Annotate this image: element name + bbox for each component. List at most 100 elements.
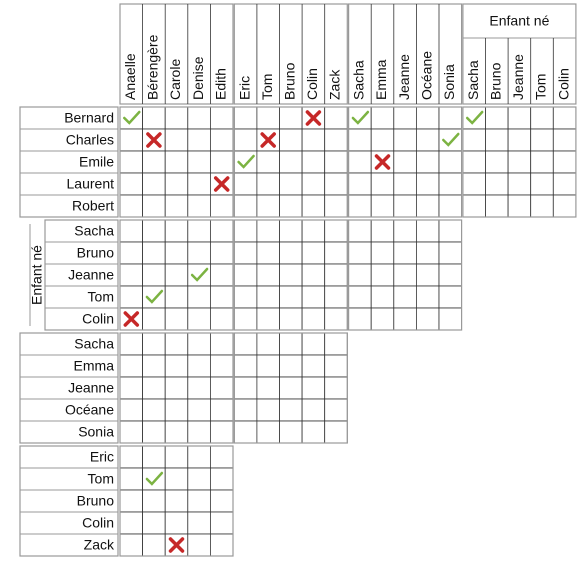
grid-cell[interactable] [438, 172, 463, 196]
grid-cell[interactable] [256, 241, 280, 265]
grid-cell[interactable] [370, 172, 395, 196]
grid-cell[interactable] [119, 376, 144, 400]
grid-cell[interactable] [393, 128, 417, 152]
grid-cell[interactable] [209, 150, 234, 174]
grid-cell[interactable] [301, 376, 326, 400]
grid-cell[interactable] [209, 128, 234, 152]
grid-cell[interactable] [209, 285, 234, 309]
grid-cell[interactable] [119, 354, 144, 378]
grid-cell[interactable] [119, 511, 144, 535]
grid-cell[interactable] [164, 420, 189, 444]
grid-cell[interactable] [348, 150, 372, 174]
grid-cell[interactable] [324, 172, 348, 196]
grid-cell[interactable] [256, 106, 280, 130]
grid-cell[interactable] [119, 150, 144, 174]
grid-cell[interactable] [462, 194, 486, 218]
grid-cell[interactable] [415, 106, 440, 130]
grid-cell[interactable] [187, 445, 211, 469]
grid-cell[interactable] [187, 241, 211, 265]
grid-cell[interactable] [552, 172, 577, 196]
grid-cell[interactable] [324, 332, 348, 356]
grid-cell[interactable] [164, 398, 189, 422]
grid-cell[interactable] [324, 285, 348, 309]
grid-cell[interactable] [164, 489, 189, 513]
grid-cell[interactable] [530, 150, 554, 174]
grid-cell[interactable] [164, 285, 189, 309]
grid-cell[interactable] [142, 398, 166, 422]
grid-cell[interactable] [209, 511, 234, 535]
grid-cell[interactable] [324, 376, 348, 400]
grid-cell[interactable] [187, 219, 211, 243]
grid-cell[interactable] [233, 307, 258, 331]
grid-cell[interactable] [485, 128, 509, 152]
grid-cell[interactable] [415, 219, 440, 243]
grid-cell[interactable] [301, 150, 326, 174]
grid-cell[interactable] [256, 194, 280, 218]
grid-cell[interactable] [301, 241, 326, 265]
grid-cell[interactable] [507, 128, 532, 152]
grid-cell[interactable] [164, 376, 189, 400]
grid-cell[interactable] [485, 106, 509, 130]
grid-cell[interactable] [552, 194, 577, 218]
grid-cell[interactable] [142, 150, 166, 174]
grid-cell[interactable] [233, 420, 258, 444]
grid-cell[interactable] [530, 194, 554, 218]
grid-cell[interactable] [324, 307, 348, 331]
grid-cell[interactable] [507, 194, 532, 218]
grid-cell[interactable] [393, 285, 417, 309]
grid-cell[interactable] [348, 285, 372, 309]
grid-cell[interactable] [415, 285, 440, 309]
grid-cell[interactable] [187, 307, 211, 331]
grid-cell[interactable] [142, 445, 166, 469]
grid-cell[interactable] [324, 354, 348, 378]
grid-cell[interactable] [415, 150, 440, 174]
grid-cell[interactable] [507, 150, 532, 174]
grid-cell[interactable] [348, 219, 372, 243]
grid-cell[interactable] [348, 194, 372, 218]
grid-cell[interactable] [438, 106, 463, 130]
grid-cell[interactable] [370, 219, 395, 243]
grid-cell[interactable] [552, 106, 577, 130]
grid-cell[interactable] [142, 263, 166, 287]
grid-cell[interactable] [142, 489, 166, 513]
grid-cell[interactable] [393, 241, 417, 265]
grid-cell[interactable] [348, 172, 372, 196]
grid-cell[interactable] [462, 150, 486, 174]
grid-cell[interactable] [119, 263, 144, 287]
grid-cell[interactable] [209, 467, 234, 491]
grid-cell[interactable] [187, 172, 211, 196]
grid-cell[interactable] [164, 511, 189, 535]
grid-cell[interactable] [164, 332, 189, 356]
grid-cell[interactable] [279, 172, 303, 196]
grid-cell[interactable] [324, 420, 348, 444]
grid-cell[interactable] [142, 194, 166, 218]
grid-cell[interactable] [324, 398, 348, 422]
grid-cell[interactable] [119, 489, 144, 513]
grid-cell[interactable] [370, 263, 395, 287]
grid-cell[interactable] [348, 307, 372, 331]
grid-cell[interactable] [256, 420, 280, 444]
grid-cell[interactable] [187, 511, 211, 535]
grid-cell[interactable] [370, 128, 395, 152]
grid-cell[interactable] [324, 241, 348, 265]
grid-cell[interactable] [301, 398, 326, 422]
grid-cell[interactable] [233, 398, 258, 422]
grid-cell[interactable] [142, 172, 166, 196]
grid-cell[interactable] [415, 172, 440, 196]
grid-cell[interactable] [142, 533, 166, 557]
grid-cell[interactable] [301, 307, 326, 331]
grid-cell[interactable] [233, 332, 258, 356]
grid-cell[interactable] [279, 420, 303, 444]
grid-cell[interactable] [301, 332, 326, 356]
grid-cell[interactable] [393, 307, 417, 331]
grid-cell[interactable] [119, 533, 144, 557]
grid-cell[interactable] [301, 128, 326, 152]
grid-cell[interactable] [164, 354, 189, 378]
grid-cell[interactable] [530, 106, 554, 130]
grid-cell[interactable] [279, 376, 303, 400]
grid-cell[interactable] [233, 354, 258, 378]
grid-cell[interactable] [119, 219, 144, 243]
grid-cell[interactable] [324, 150, 348, 174]
grid-cell[interactable] [485, 150, 509, 174]
grid-cell[interactable] [552, 128, 577, 152]
